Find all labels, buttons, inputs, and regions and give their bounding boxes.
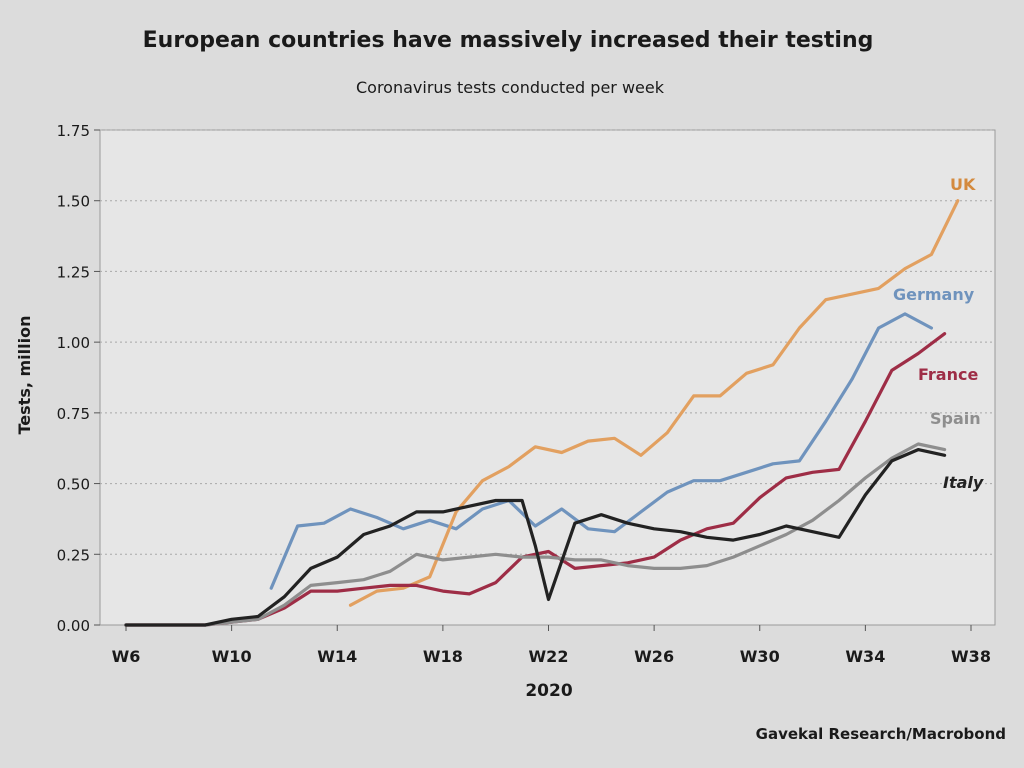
source-note: Gavekal Research/Macrobond [756, 725, 1006, 743]
x-tick-label: W22 [529, 647, 569, 666]
legend-label-germany: Germany [893, 285, 975, 304]
x-tick-label: W38 [951, 647, 991, 666]
y-tick-label: 1.00 [57, 334, 90, 352]
series-line-spain [124, 442, 947, 627]
y-tick-label: 0.50 [57, 476, 90, 494]
y-tick-label: 1.75 [57, 122, 90, 140]
y-axis-label: Tests, million [15, 316, 34, 435]
x-tick-label: W26 [634, 647, 674, 666]
y-tick-label: 0.25 [57, 546, 90, 564]
series-line-uk [348, 199, 960, 607]
x-tick-label: W18 [423, 647, 463, 666]
y-tick-label: 1.25 [57, 263, 90, 281]
y-axis-ticks: 0.00 0.25 0.50 0.75 1.00 1.25 1.50 1.75 [57, 122, 100, 635]
x-tick-label: W34 [845, 647, 885, 666]
legend-label-uk: UK [950, 175, 976, 194]
legend-label-france: France [918, 365, 978, 384]
legend-label-spain: Spain [930, 409, 981, 428]
x-tick-label: W6 [112, 647, 141, 666]
y-tick-label: 0.75 [57, 405, 90, 423]
series-lines [124, 199, 960, 627]
x-tick-label: W10 [212, 647, 252, 666]
y-tick-label: 1.50 [57, 193, 90, 211]
chart-title: European countries have massively increa… [143, 28, 874, 53]
chart-subtitle: Coronavirus tests conducted per week [356, 78, 665, 97]
plot-area [99, 129, 996, 626]
series-line-germany [269, 312, 934, 590]
x-axis-label: 2020 [525, 681, 572, 701]
gridlines [100, 129, 995, 555]
x-axis-ticks: W6 W10 W14 W18 W22 W26 W30 W34 W38 [112, 625, 991, 666]
x-tick-label: W30 [740, 647, 780, 666]
series-line-italy [124, 448, 947, 627]
legend-label-italy: Italy [943, 473, 984, 492]
x-tick-label: W14 [317, 647, 357, 666]
y-tick-label: 0.00 [57, 617, 90, 635]
